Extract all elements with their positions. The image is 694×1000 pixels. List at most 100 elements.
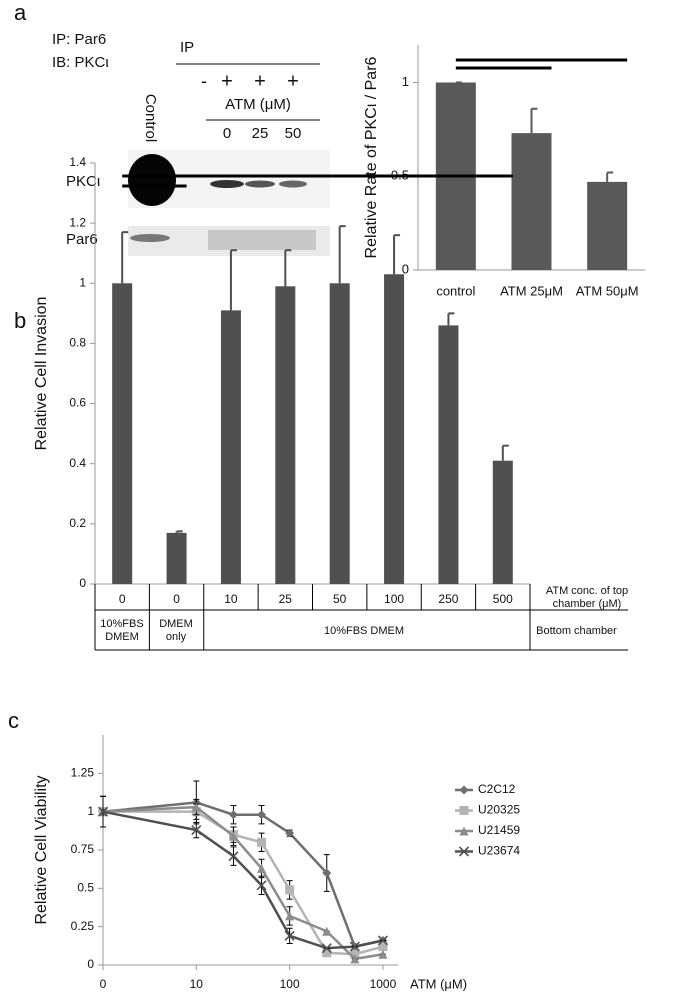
data-point [377, 935, 389, 946]
x-tick-label: 1000 [370, 977, 397, 991]
legend-label: U20325 [478, 803, 520, 817]
table-annotation: ATM conc. of top chamber (μM) [545, 585, 629, 610]
blot-dose: 0 [223, 125, 231, 142]
x-tick-label: 0 [173, 592, 180, 606]
blot-ib-label: IB: PKCι [52, 54, 109, 71]
legend-marker [459, 785, 469, 795]
data-point [256, 880, 267, 891]
legend-marker [459, 826, 469, 836]
y-tick-label: 1.2 [69, 215, 86, 229]
bar [384, 274, 405, 584]
bar [220, 310, 241, 584]
y-tick-label: 1 [87, 804, 94, 818]
y-axis-label: Relative Cell Viability [33, 775, 50, 924]
table-cell: 10%FBS DMEM [323, 624, 405, 637]
bar [492, 460, 513, 584]
table-cell: Bottom chamber [536, 624, 617, 637]
data-point [349, 941, 360, 952]
blot-row-label: PKCι [66, 173, 100, 190]
data-point [228, 831, 238, 841]
x-tick-label: control [436, 283, 475, 298]
data-point [378, 949, 388, 959]
legend-label: C2C12 [478, 782, 516, 796]
data-point [97, 806, 109, 817]
y-tick-label: 0.4 [69, 456, 86, 470]
blot-ip-label: IP: Par6 [52, 31, 106, 48]
y-tick-label: 1.4 [69, 155, 86, 169]
x-tick-label: 100 [280, 977, 300, 991]
y-axis-label: Relative Cell Invasion [33, 297, 50, 451]
x-tick-label: 100 [384, 592, 404, 606]
table-cell: 10%FBS DMEM [100, 618, 144, 643]
y-tick-label: 0.6 [69, 396, 86, 410]
data-point [378, 942, 388, 952]
data-point [321, 943, 332, 954]
panel-letter: b [14, 308, 26, 333]
series-line [102, 810, 384, 950]
bar [587, 181, 628, 270]
y-tick-label: 0 [402, 261, 409, 276]
panel-letter: a [14, 0, 27, 25]
bar [329, 283, 350, 584]
data-point [228, 810, 238, 820]
y-tick-label: 1 [79, 275, 86, 289]
bar [275, 286, 296, 584]
x-tick-label: 0 [100, 977, 107, 991]
y-tick-label: 1.25 [71, 766, 95, 780]
bar [112, 283, 133, 584]
y-tick-label: 1 [402, 74, 409, 89]
bar [166, 532, 187, 584]
x-tick-label: 25 [279, 592, 293, 606]
y-tick-label: 0.2 [69, 516, 86, 530]
data-point [322, 926, 332, 936]
series-line [102, 805, 384, 961]
blot-band [279, 180, 307, 188]
x-tick-label: ATM 50μM [576, 283, 639, 298]
data-point [350, 949, 360, 959]
data-point [322, 948, 332, 958]
blot-band [128, 154, 176, 206]
data-point [257, 837, 267, 847]
legend-marker [459, 806, 469, 815]
y-tick-label: 0.5 [77, 881, 94, 895]
blot-control: Control [142, 94, 159, 142]
data-point [350, 954, 360, 964]
legend-label: U23674 [478, 844, 520, 858]
data-point [285, 911, 295, 921]
panel-letter: c [8, 708, 19, 733]
x-tick-label: 10 [190, 977, 204, 991]
y-tick-label: 0.25 [71, 919, 95, 933]
blot-band [245, 180, 275, 188]
blot-band [208, 230, 316, 250]
data-point [284, 930, 295, 941]
blot-dose: 25 [252, 125, 269, 142]
bar [438, 325, 459, 584]
x-axis-label: ATM (μM) [410, 976, 467, 991]
series-line [103, 810, 384, 956]
x-tick-label: 500 [493, 592, 513, 606]
blot-dose-header: ATM (μM) [225, 96, 291, 113]
table-cell: DMEM only [159, 618, 193, 643]
blot-row-label: Par6 [66, 231, 98, 248]
data-point [285, 828, 295, 838]
blot-sign: + [254, 70, 266, 92]
y-tick-label: 0.8 [69, 336, 86, 350]
y-axis-label: Relative Rate of PKCι / Par6 [363, 56, 380, 258]
blot-band [210, 180, 244, 188]
blot-sign: + [221, 70, 233, 92]
blot-band [130, 234, 170, 242]
blot-dose: 50 [285, 125, 302, 142]
x-tick-label: 50 [333, 592, 347, 606]
data-point [228, 851, 239, 862]
x-tick-label: 250 [438, 592, 458, 606]
data-point [191, 802, 201, 812]
y-tick-label: 0 [87, 957, 94, 971]
blot-sign: - [201, 71, 207, 91]
data-point [191, 825, 202, 836]
data-point [322, 868, 332, 878]
data-point [285, 885, 295, 895]
x-tick-label: ATM 25μM [500, 283, 563, 298]
bar [511, 133, 552, 270]
